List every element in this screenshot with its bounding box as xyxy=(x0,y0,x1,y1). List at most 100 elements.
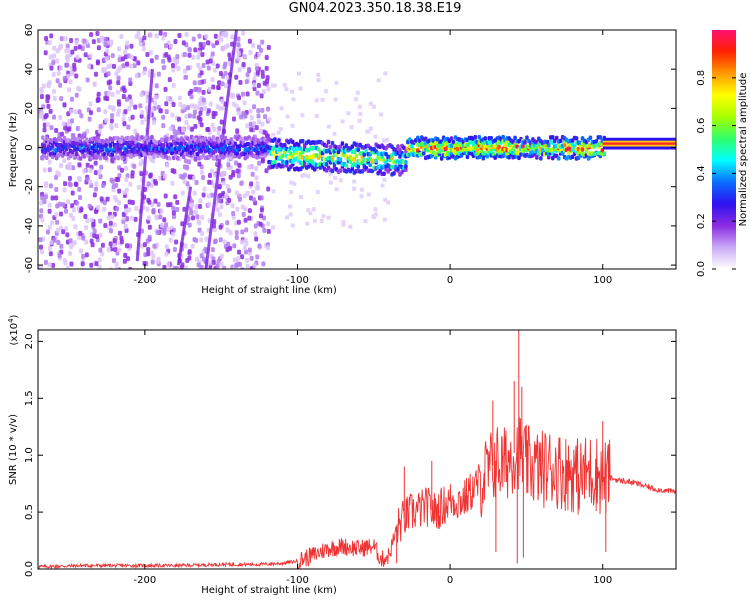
heatmap-noise-cell xyxy=(88,179,93,185)
heatmap-noise-cell xyxy=(231,210,236,216)
heatmap-noise-cell xyxy=(230,34,235,40)
heatmap-noise-cell xyxy=(130,199,135,205)
heatmap-noise-cell xyxy=(141,46,146,52)
heatmap-noise-cell xyxy=(176,66,181,72)
heatmap-noise-cell xyxy=(212,67,217,73)
heatmap-signal-cell xyxy=(98,156,103,161)
heatmap-noise-cell xyxy=(192,80,197,86)
heatmap-noise-cell xyxy=(102,200,107,206)
heatmap-signal-cell xyxy=(560,151,565,156)
heatmap-signal-cell xyxy=(554,135,559,141)
heatmap-noise-cell xyxy=(232,243,237,249)
heatmap-noise-cell xyxy=(67,126,72,132)
heatmap-noise-cell xyxy=(130,170,135,176)
heatmap-noise-cell xyxy=(236,42,241,48)
heatmap-noise-cell xyxy=(149,58,154,64)
heatmap-noise-cell xyxy=(220,81,225,87)
heatmap-noise-cell xyxy=(212,126,217,132)
heatmap-noise-cell xyxy=(106,247,111,253)
heatmap-noise-cell xyxy=(148,32,153,38)
heatmap-noise-cell xyxy=(109,177,114,183)
heatmap-signal-cell xyxy=(80,135,85,140)
heatmap-noise-cell xyxy=(218,70,223,76)
heatmap-noise-cell xyxy=(249,255,254,261)
heatmap-noise-cell xyxy=(65,164,70,170)
heatmap-noise-cell xyxy=(264,65,269,71)
heatmap-noise-cell xyxy=(106,215,111,221)
heatmap-noise-cell xyxy=(62,158,67,164)
heatmap-noise-cell xyxy=(206,40,211,46)
heatmap-signal-cell xyxy=(552,138,557,144)
heatmap-noise-cell xyxy=(101,68,106,74)
heatmap-noise-cell xyxy=(62,187,67,193)
heatmap-noise-cell xyxy=(193,156,198,162)
heatmap-noise-cell xyxy=(104,117,109,123)
heatmap-signal-cell xyxy=(235,151,240,156)
heatmap-noise-cell xyxy=(196,262,201,268)
heatmap-noise-cell xyxy=(74,200,79,206)
heatmap-faint-cell xyxy=(302,172,307,177)
heatmap-noise-cell xyxy=(236,110,241,116)
heatmap-faint-cell xyxy=(346,111,351,116)
heatmap-noise-cell xyxy=(189,210,194,216)
heatmap-noise-cell xyxy=(94,186,99,192)
heatmap-noise-cell xyxy=(77,186,82,192)
heatmap-noise-cell xyxy=(253,231,258,237)
heatmap-noise-cell xyxy=(207,86,212,92)
heatmap-noise-cell xyxy=(65,232,70,238)
heatmap-noise-cell xyxy=(201,89,206,95)
heatmap-noise-cell xyxy=(236,219,241,225)
heatmap-noise-cell xyxy=(111,184,116,190)
heatmap-noise-cell xyxy=(227,197,232,203)
heatmap-noise-cell xyxy=(121,63,126,69)
heatmap-noise-cell xyxy=(48,251,53,257)
heatmap-signal-cell xyxy=(74,151,79,157)
heatmap-noise-cell xyxy=(183,265,188,269)
heatmap-faint-cell xyxy=(289,89,294,94)
heatmap-noise-cell xyxy=(240,254,245,260)
snr-ylabel: SNR (10 * v/v) xyxy=(8,414,19,485)
heatmap-noise-cell xyxy=(190,126,195,132)
heatmap-noise-cell xyxy=(84,239,89,245)
heatmap-noise-cell xyxy=(211,84,216,90)
heatmap-noise-cell xyxy=(241,211,246,217)
heatmap-faint-cell xyxy=(269,149,274,154)
heatmap-noise-cell xyxy=(142,70,147,76)
heatmap-noise-cell xyxy=(123,252,128,258)
heatmap-faint-cell xyxy=(288,204,293,209)
heatmap-noise-cell xyxy=(223,70,228,76)
heatmap-signal-cell xyxy=(558,138,563,144)
heatmap-noise-cell xyxy=(258,221,263,227)
heatmap-noise-cell xyxy=(187,113,192,119)
heatmap-faint-cell xyxy=(311,207,316,212)
heatmap-noise-cell xyxy=(254,236,259,242)
heatmap-noise-cell xyxy=(146,251,151,257)
heatmap-noise-cell xyxy=(252,263,257,269)
heatmap-signal-cell xyxy=(350,166,355,171)
heatmap-noise-cell xyxy=(125,61,130,67)
heatmap-signal-cell xyxy=(338,168,343,173)
heatmap-noise-cell xyxy=(116,75,121,81)
heatmap-signal-cell xyxy=(517,155,521,161)
heatmap-signal-cell xyxy=(491,151,495,157)
heatmap-noise-cell xyxy=(63,125,68,131)
heatmap-signal-cell xyxy=(273,159,277,165)
heatmap-noise-cell xyxy=(154,83,159,89)
heatmap-noise-cell xyxy=(115,206,120,212)
heatmap-signal-cell xyxy=(547,143,551,148)
heatmap-noise-cell xyxy=(222,239,227,245)
heatmap-signal-cell xyxy=(150,134,154,140)
heatmap-signal-cell xyxy=(181,138,186,143)
heatmap-noise-cell xyxy=(264,54,269,60)
heatmap-noise-cell xyxy=(198,110,203,116)
heatmap-noise-cell xyxy=(257,243,262,249)
heatmap-noise-cell xyxy=(93,160,98,166)
colorbar-label: Normalized spectral amplitude xyxy=(738,73,749,227)
heatmap-noise-cell xyxy=(116,99,121,105)
heatmap-noise-cell xyxy=(45,98,50,104)
heatmap-noise-cell xyxy=(72,240,77,246)
heatmap-noise-cell xyxy=(147,72,152,78)
heatmap-noise-cell xyxy=(145,206,150,212)
heatmap-noise-cell xyxy=(171,205,176,211)
heatmap-noise-cell xyxy=(181,104,186,110)
